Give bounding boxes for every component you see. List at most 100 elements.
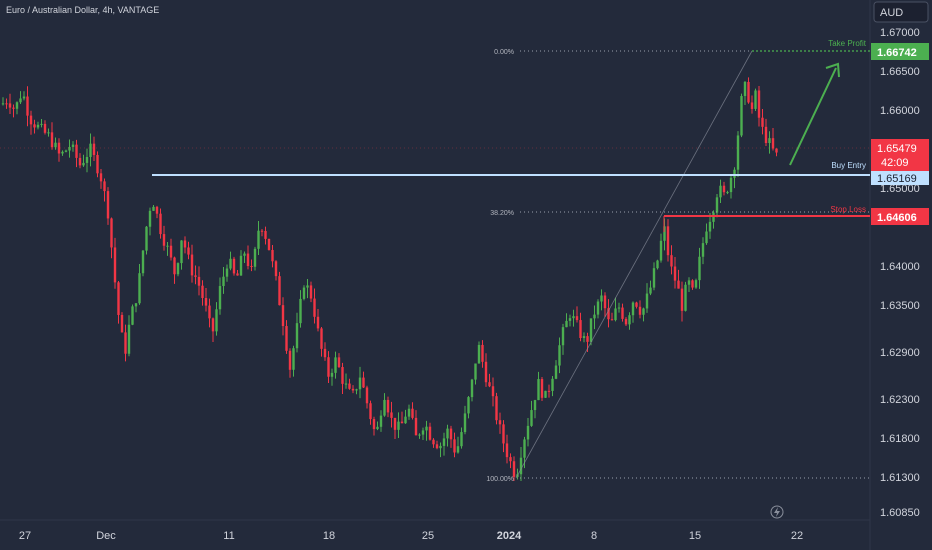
buy-entry-label: Buy Entry [831,161,866,170]
candle-body [484,361,488,383]
candle-body [768,138,771,144]
candle-body [705,231,708,244]
candle-body [271,249,274,262]
candle-body [617,307,621,309]
take-profit-label: Take Profit [828,39,867,48]
candle-body [264,231,267,239]
candle-body [740,96,743,136]
time-axis[interactable]: 27 Dec 11 18 25 2024 8 15 22 [19,530,803,542]
candle-body [330,372,334,377]
candle-body [327,357,330,377]
time-tick-label: 18 [323,530,335,542]
candle-body [320,328,323,349]
candle-body [390,412,393,418]
candle-body [110,218,113,248]
candle-body [309,285,313,299]
candle-body [442,438,446,446]
candle-body [558,345,561,366]
candle-body [15,102,19,109]
candle-body [351,388,355,391]
candle-body [708,221,712,232]
candle-body [600,295,603,302]
candle-body [659,240,663,261]
candle-body [22,96,26,99]
candle-body [138,273,141,304]
candle-body [418,434,421,436]
current-price-tag [871,139,929,171]
candle-body [495,396,498,421]
price-tick-label: 1.61300 [880,472,920,484]
candle-body [607,308,610,320]
candle-body [113,247,117,283]
candle-body [565,320,568,328]
candle-body [589,318,593,342]
candle-body [337,357,341,368]
candle-body [677,280,680,289]
candle-body [187,247,190,255]
currency-badge[interactable] [873,1,929,23]
candle-body [71,144,75,147]
candle-body [19,98,22,103]
take-profit-price-tag [871,43,929,60]
candle-body [82,162,85,166]
candle-body [593,314,596,319]
candle-body [257,230,260,249]
candle-body [537,379,540,401]
candle-body [610,319,614,321]
candle-body [96,154,99,174]
candle-body [246,253,250,266]
time-tick-label: 22 [791,530,803,542]
candle-body [491,386,495,397]
currency-badge-label: AUD [880,7,903,19]
candle-body [36,124,40,128]
candle-body [761,117,764,127]
candle-body [169,245,173,258]
candle-body [414,417,418,436]
candle-body [701,243,705,257]
lightning-icon[interactable] [770,505,784,519]
candle-body [764,126,768,144]
candle-body [362,377,365,388]
candle-body [400,421,404,424]
candle-body [106,191,110,219]
candle-body [180,240,183,264]
candle-body [85,156,89,163]
candle-body [54,142,57,148]
candle-body [694,280,698,288]
candle-body [530,410,533,426]
candle-body [250,265,253,267]
candle-body [470,379,474,398]
candle-body [313,298,316,317]
candle-body [554,365,558,379]
candle-body [57,142,61,154]
stop-loss-price-label: 1.64606 [877,212,917,224]
take-profit-price-label: 1.66742 [877,47,917,59]
candle-body [547,390,551,392]
candle-body [512,461,516,477]
candle-body [159,213,162,235]
candle-body [117,282,120,315]
candle-body [131,306,134,325]
candle-body [1,103,5,105]
candle-body [152,206,155,211]
candle-body [614,308,617,321]
candle-body [215,309,218,332]
candle-body [355,389,358,391]
buy-entry-price-label: 1.65169 [877,173,917,185]
candle-body [232,258,236,274]
candle-body [40,123,43,125]
candle-body [586,336,589,342]
candle-body [379,415,383,427]
price-axis[interactable]: 1.67000 1.66500 1.66000 1.65000 1.64000 1.635… [880,27,920,519]
candle-body [369,403,372,420]
candle-body [299,298,302,324]
current-price-label: 1.65479 [877,143,917,155]
candle-body [166,245,169,247]
candle-body [435,444,439,449]
candle-body [173,257,176,275]
candle-body [295,323,299,349]
candle-body [372,419,376,430]
candle-body [638,306,642,315]
candle-body [134,303,138,307]
